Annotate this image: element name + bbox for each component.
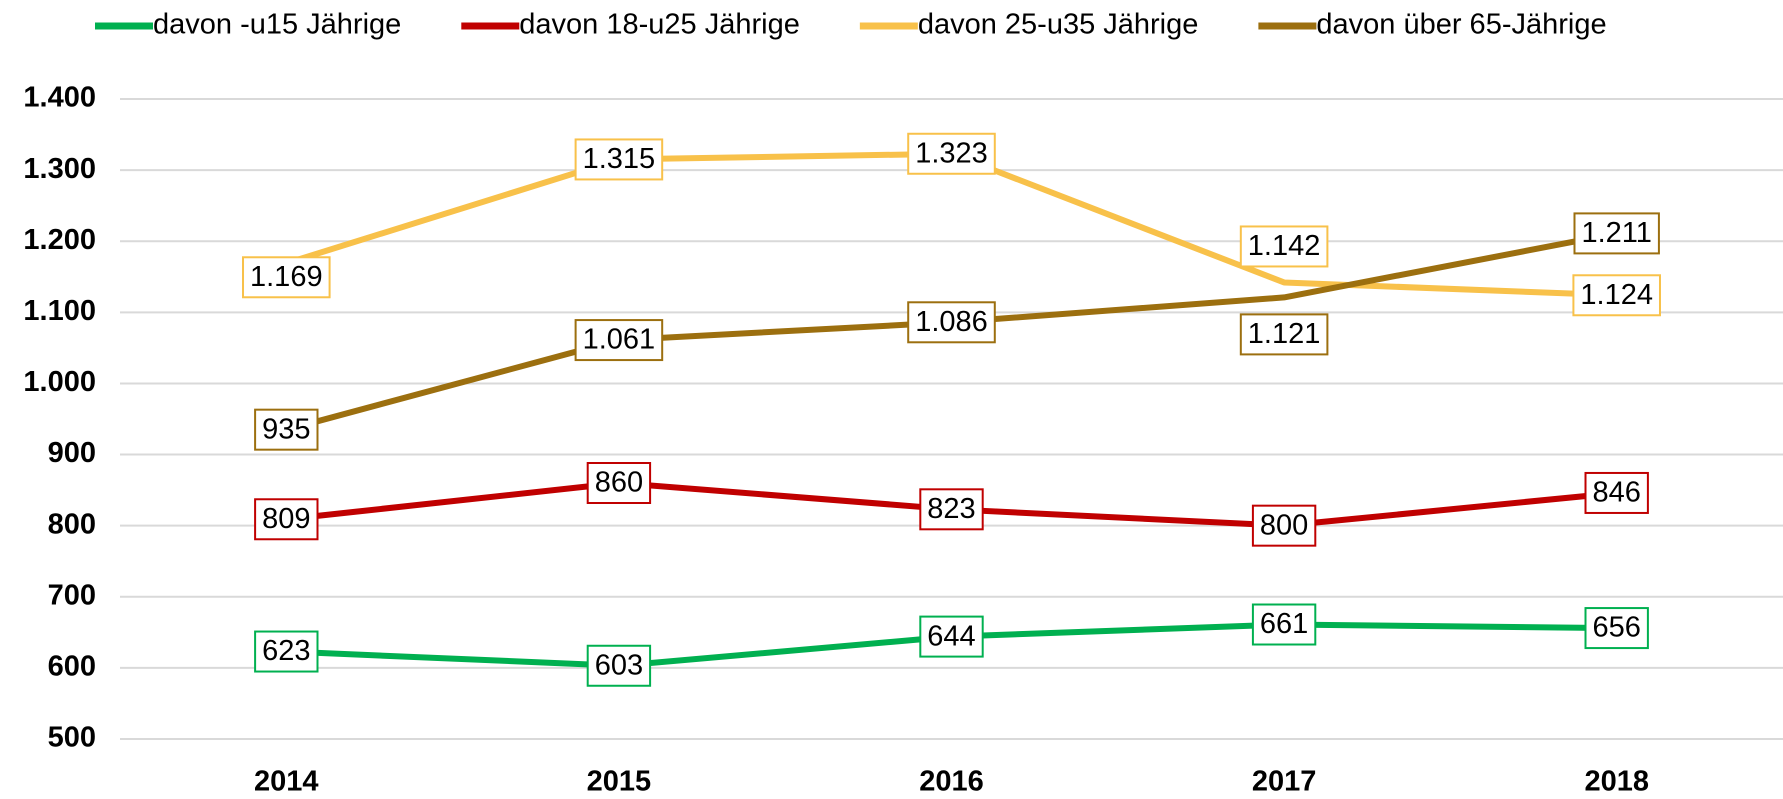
legend-label: davon 25-u35 Jährige	[918, 9, 1199, 41]
data-label-box	[586, 462, 652, 504]
data-label-box	[919, 488, 984, 531]
x-tick-label: 2014	[254, 766, 319, 798]
data-label-box	[1584, 607, 1649, 650]
data-label: 1.124	[1580, 279, 1653, 311]
legend-label: davon über 65-Jährige	[1316, 9, 1606, 41]
data-label-box	[254, 408, 319, 451]
data-label: 1.121	[1248, 318, 1321, 350]
data-label: 661	[1260, 608, 1308, 640]
data-label-box	[1572, 274, 1661, 317]
x-tick-label: 2016	[919, 766, 984, 798]
data-label: 1.086	[915, 306, 988, 338]
y-tick-label: 900	[48, 437, 96, 469]
data-label: 623	[262, 635, 310, 667]
data-label: 1.315	[583, 143, 656, 175]
data-label-box	[1239, 225, 1329, 268]
data-label-box	[242, 256, 331, 299]
y-tick-label: 800	[48, 508, 96, 540]
data-label: 860	[595, 467, 643, 499]
x-tick-label: 2015	[587, 766, 652, 798]
data-label: 800	[1260, 509, 1308, 541]
y-tick-label: 1.300	[23, 153, 96, 185]
data-label-box	[254, 498, 319, 541]
y-tick-label: 1.100	[23, 295, 96, 327]
data-label: 656	[1593, 612, 1641, 644]
data-label-box	[907, 301, 996, 344]
x-tick-label: 2018	[1584, 766, 1649, 798]
data-label-box	[574, 138, 664, 181]
data-label: 1.323	[915, 137, 988, 169]
data-label-box	[1251, 504, 1317, 547]
data-label: 846	[1593, 477, 1641, 509]
data-label: 1.211	[1581, 217, 1651, 249]
data-label-box	[1251, 603, 1317, 646]
data-label-box	[1584, 471, 1649, 514]
y-tick-label: 700	[48, 579, 96, 611]
data-label: 809	[262, 503, 310, 535]
data-label: 935	[262, 413, 310, 445]
x-tick-label: 2017	[1252, 766, 1317, 798]
y-tick-label: 1.000	[23, 366, 96, 398]
y-tick-label: 1.400	[23, 82, 96, 114]
data-label-box	[1573, 212, 1660, 255]
data-label-box	[574, 319, 664, 362]
legend-label: davon 18-u25 Jährige	[519, 9, 800, 41]
y-tick-label: 1.200	[23, 224, 96, 256]
data-label: 1.142	[1248, 230, 1321, 262]
data-label: 603	[595, 649, 643, 681]
y-tick-label: 600	[48, 651, 96, 683]
data-label-box	[254, 630, 319, 673]
data-label: 1.169	[250, 261, 323, 293]
data-label-box	[907, 132, 996, 175]
data-label-box	[586, 644, 652, 687]
data-label: 644	[927, 620, 975, 652]
data-label: 1.061	[583, 324, 656, 356]
y-tick-label: 500	[48, 722, 96, 754]
data-label-box	[919, 615, 984, 658]
legend-label: davon -u15 Jährige	[153, 9, 401, 41]
data-label: 823	[927, 493, 975, 525]
data-label-box	[1239, 313, 1329, 356]
